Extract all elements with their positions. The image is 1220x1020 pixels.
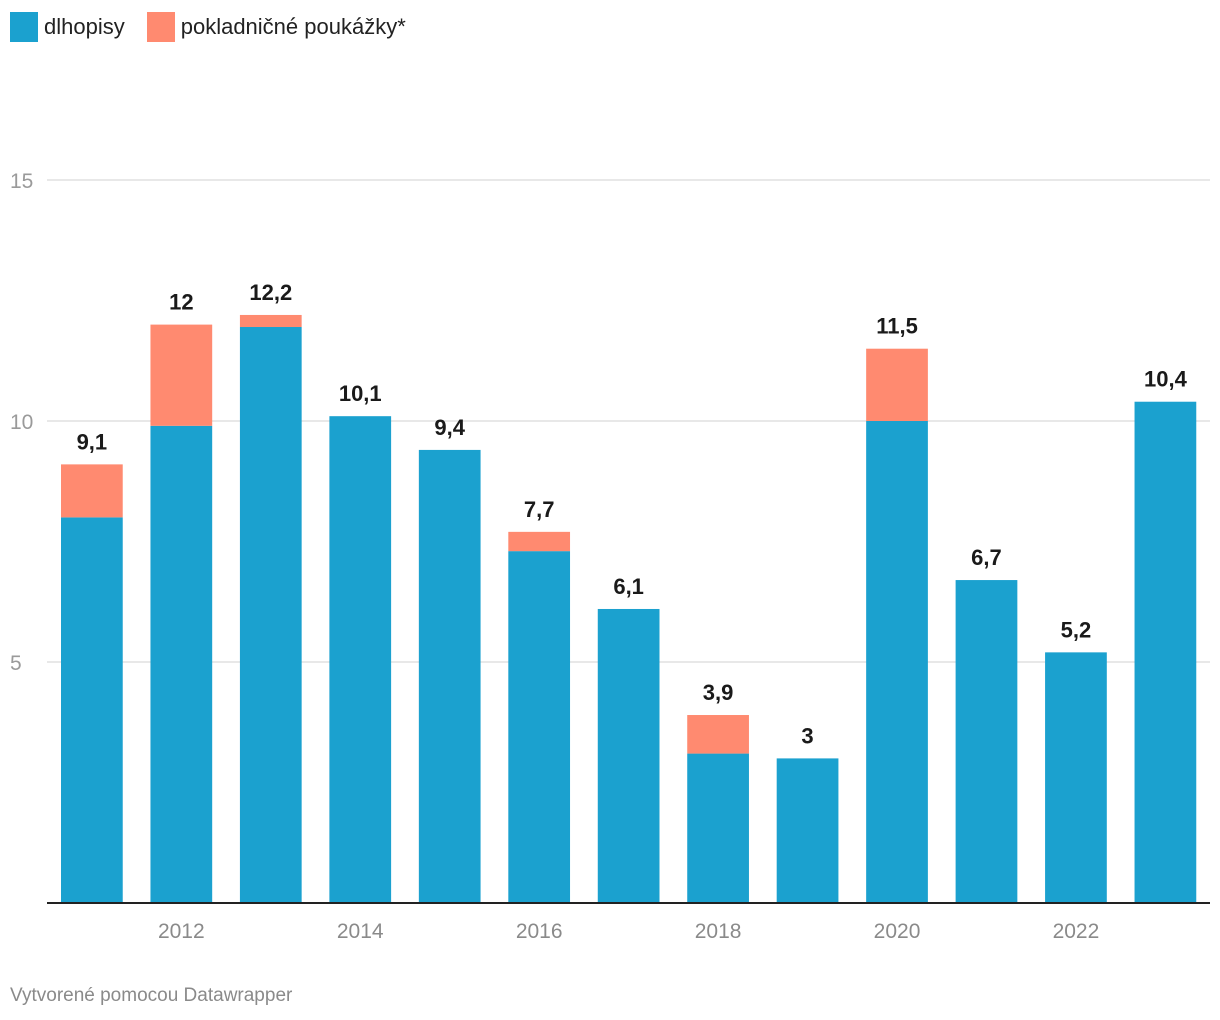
- data-label-2020: 11,5: [876, 314, 918, 339]
- bar-dlhopisy-2018: [687, 753, 749, 903]
- legend-item-dlhopisy: dlhopisy: [10, 12, 125, 42]
- bar-dlhopisy-2012: [150, 425, 213, 903]
- data-label-2016: 7,7: [524, 497, 555, 522]
- bar-dlhopisy-2017: [597, 608, 660, 903]
- chart-legend: dlhopisy pokladničné poukážky*: [10, 12, 406, 42]
- bar-dlhopisy-2021: [955, 580, 1018, 903]
- data-label-2019: 3: [801, 723, 813, 748]
- data-label-2011: 9,1: [77, 429, 108, 454]
- bar-dlhopisy-2019: [776, 758, 839, 903]
- bar-poukazky-2020: [866, 348, 928, 421]
- data-label-2014: 10,1: [339, 381, 382, 406]
- bar-poukazky-2011: [61, 464, 123, 518]
- bar-chart: 5 10 15 9,1 12 12,2 10,1 9,4 7,7 6,1 3,9 3 11,5 6,7 5,…: [10, 170, 1210, 943]
- bar-poukazky-2018: [687, 715, 749, 754]
- data-label-2018: 3,9: [703, 680, 734, 705]
- legend-swatch-dlhopisy: [10, 12, 38, 42]
- data-label-2013: 12,2: [249, 280, 292, 305]
- x-tick-label-2016: 2016: [516, 920, 563, 943]
- y-tick-label-5: 5: [10, 652, 22, 675]
- x-tick-label-2012: 2012: [158, 920, 205, 943]
- y-tick-label-15: 15: [10, 170, 33, 193]
- legend-label-dlhopisy: dlhopisy: [44, 14, 125, 39]
- y-tick-label-10: 10: [10, 411, 33, 434]
- legend-label-poukazky: pokladničné poukážky*: [180, 14, 406, 39]
- bar-dlhopisy-2011: [61, 517, 123, 903]
- bar-dlhopisy-2020: [866, 421, 928, 903]
- x-tick-label-2020: 2020: [874, 920, 921, 943]
- bar-dlhopisy-2013: [239, 327, 302, 903]
- bar-poukazky-2016: [508, 531, 571, 552]
- bar-dlhopisy-2023: [1134, 401, 1197, 903]
- legend-swatch-poukazky: [146, 12, 175, 42]
- x-tick-label-2022: 2022: [1053, 920, 1100, 943]
- legend-item-poukazky: pokladničné poukážky*: [146, 12, 406, 42]
- bar-dlhopisy-2014: [329, 416, 392, 903]
- bar-dlhopisy-2016: [508, 551, 571, 903]
- data-label-2015: 9,4: [434, 415, 465, 440]
- bar-dlhopisy-2015: [418, 449, 481, 903]
- data-label-2012: 12: [169, 290, 193, 315]
- data-label-2021: 6,7: [971, 545, 1002, 570]
- data-label-2023: 10,4: [1144, 367, 1188, 392]
- data-label-2017: 6,1: [613, 574, 644, 599]
- bar-dlhopisy-2022: [1045, 652, 1107, 903]
- x-tick-label-2018: 2018: [695, 920, 742, 943]
- footer-credit: Vytvorené pomocou Datawrapper: [10, 985, 293, 1006]
- bar-poukazky-2012: [150, 324, 213, 426]
- data-label-2022: 5,2: [1061, 617, 1092, 642]
- bar-poukazky-2013: [239, 314, 302, 328]
- x-tick-label-2014: 2014: [337, 920, 384, 943]
